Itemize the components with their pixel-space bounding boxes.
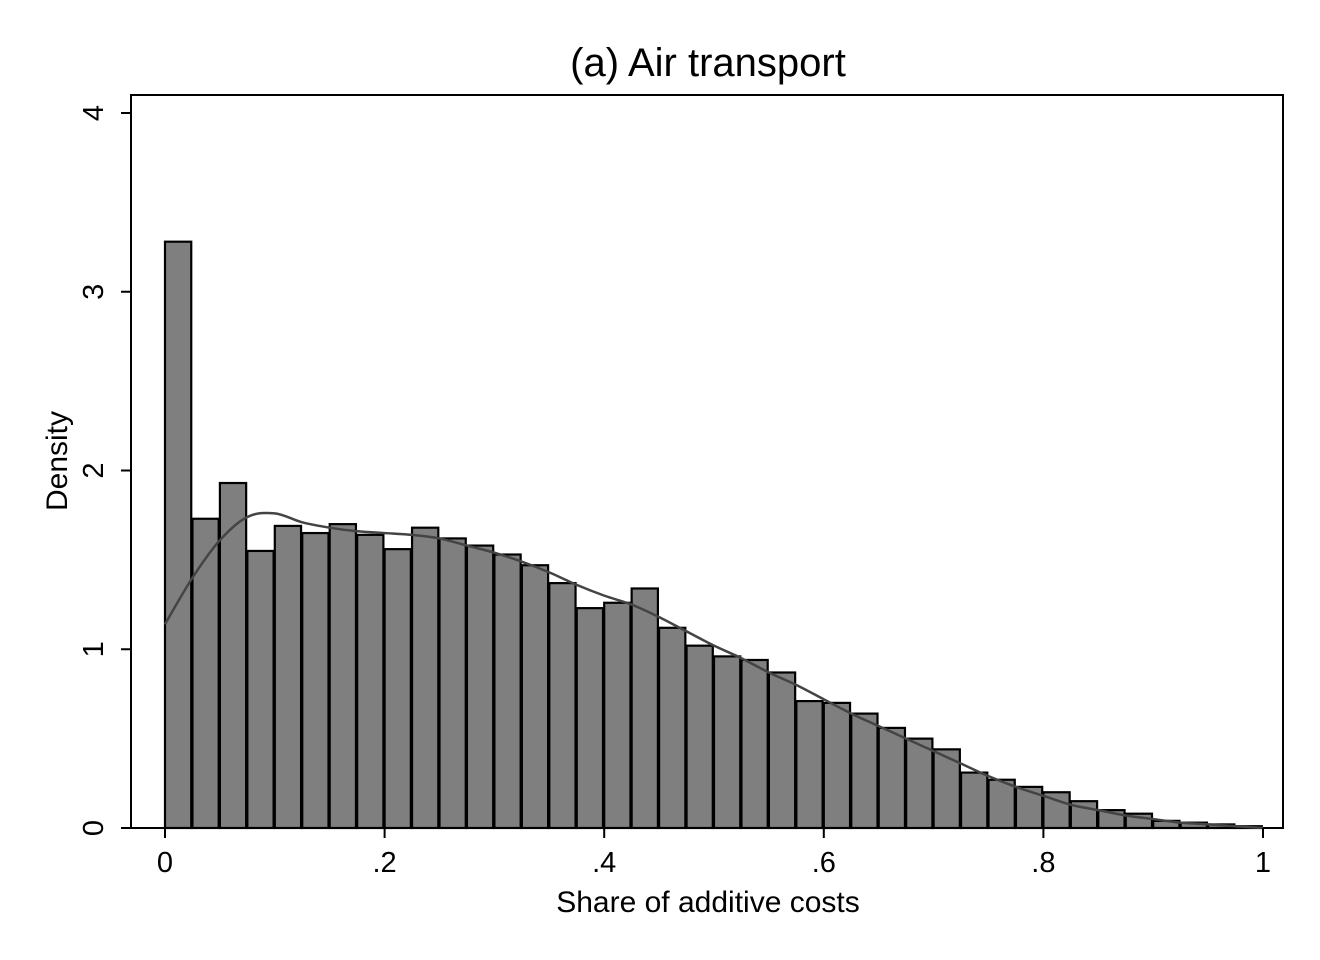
y-tick-label: 3 — [78, 284, 110, 300]
histogram-bar — [822, 701, 852, 830]
histogram-bar — [520, 564, 550, 830]
chart-title: (a) Air transport — [570, 41, 846, 85]
histogram-bar — [795, 699, 824, 830]
y-axis-label: Density — [41, 411, 74, 511]
histogram-bar — [493, 553, 522, 830]
histogram-bar — [356, 533, 385, 830]
histogram-bar — [740, 658, 769, 830]
histogram-bar — [328, 523, 358, 830]
histogram-bar — [877, 726, 907, 830]
x-tick-label: .2 — [373, 847, 397, 879]
x-tick-label: 0 — [157, 847, 173, 879]
y-tick-label: 1 — [78, 641, 110, 657]
y-axis: 0 1 2 3 4 — [78, 105, 131, 836]
x-axis: 0 .2 .4 .6 .8 1 — [157, 828, 1271, 879]
histogram-bar — [246, 549, 275, 830]
histogram-bar — [465, 544, 495, 830]
histogram-bar — [163, 240, 193, 830]
histogram-bar — [850, 712, 879, 830]
histogram-bar — [767, 671, 797, 830]
x-tick-label: .6 — [812, 847, 836, 879]
histogram-bar — [383, 548, 412, 830]
histogram-bar — [301, 531, 330, 830]
y-tick-label: 2 — [78, 462, 110, 478]
histogram-bar — [218, 481, 248, 830]
density-curve — [163, 511, 1264, 830]
histogram-bar — [548, 582, 577, 830]
y-tick-label: 0 — [78, 820, 110, 836]
x-tick-label: 1 — [1255, 847, 1271, 879]
histogram-bar — [410, 526, 440, 830]
y-tick-label: 4 — [78, 105, 110, 121]
histogram-bar — [959, 771, 989, 830]
histogram-bar — [685, 644, 714, 830]
x-tick-label: .8 — [1031, 847, 1055, 879]
histogram-bar — [657, 626, 687, 830]
histogram-bar — [575, 607, 605, 830]
histogram-bar — [905, 737, 934, 830]
bars-group — [163, 240, 1263, 830]
histogram-bar — [630, 587, 660, 830]
histogram-bar — [438, 537, 467, 830]
histogram-bar — [603, 601, 632, 830]
x-tick-label: .4 — [592, 847, 616, 879]
histogram-bar — [712, 655, 742, 830]
x-axis-label: Share of additive costs — [556, 886, 860, 919]
histogram-bar — [987, 778, 1016, 830]
histogram-bar — [273, 524, 303, 830]
histogram-bar — [191, 517, 220, 830]
